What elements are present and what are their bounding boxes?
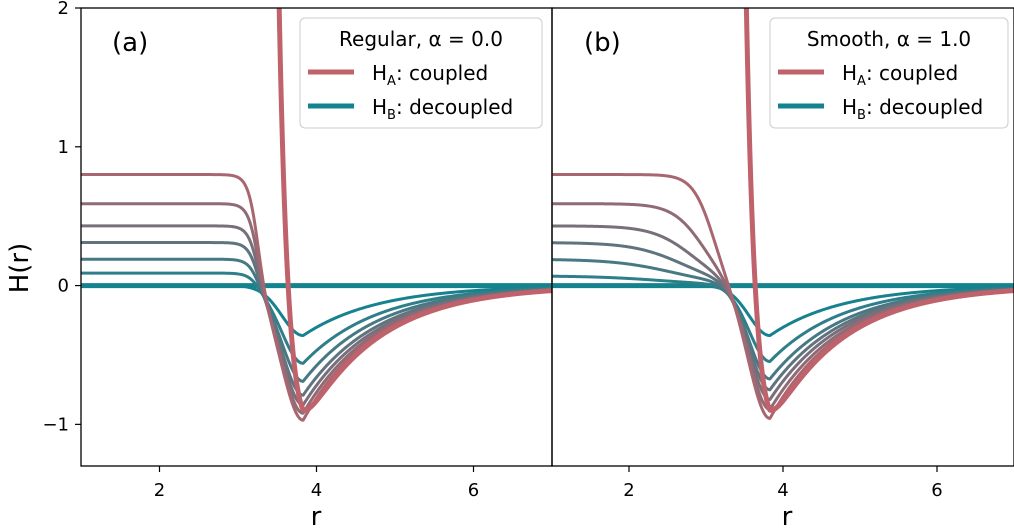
- panel-a: 2 4 6 −1 0 1 2 (a) r Regular, α = 0.0 HA: coup…: [42, 0, 553, 529]
- panel-a-series-line-6: [81, 257, 552, 383]
- panel-a-ytick-label: 2: [58, 0, 69, 19]
- panel-a-ytick-label: −1: [42, 414, 69, 435]
- y-axis-label: H(r): [5, 243, 35, 294]
- panel-a-xtick-label: 2: [154, 480, 165, 501]
- panel-b: 2 4 6 (b) r Smooth, α = 1.0 HA: coupled HB…: [551, 7, 1014, 529]
- panel-a-series-line-8: [81, 284, 552, 338]
- panel-a-series-line-5: [81, 241, 552, 397]
- panel-a-legend: Regular, α = 0.0 HA: coupled HB: decoupl…: [299, 17, 543, 129]
- panel-a-series-line-3: [81, 202, 552, 415]
- panel-b-ticks: 2 4 6: [623, 466, 943, 501]
- panel-b-xtick-label: 6: [931, 480, 942, 501]
- panel-a-ytick-label: 0: [58, 276, 69, 297]
- panel-b-lines: [552, 8, 1014, 420]
- panel-a-lines: [81, 8, 552, 422]
- panel-a-series-line-7: [81, 271, 552, 365]
- panel-b-series-line-1: [743, 8, 1014, 413]
- panel-b-series-line-7: [552, 274, 1014, 363]
- panel-a-ytick-label: 1: [58, 137, 69, 158]
- panel-b-xtick-label: 2: [623, 480, 634, 501]
- panel-a-xtick-label: 6: [468, 480, 479, 501]
- panel-b-legend-coupled: HA: coupled: [842, 61, 958, 89]
- panel-b-legend-box: [769, 17, 1009, 129]
- panel-b-xlabel: r: [782, 502, 793, 529]
- panel-b-legend-title: Smooth, α = 1.0: [807, 27, 971, 51]
- panel-a-xlabel: r: [311, 502, 322, 529]
- panel-b-legend-decoupled: HB: decoupled: [842, 95, 983, 123]
- panel-a-legend-title: Regular, α = 0.0: [339, 27, 503, 51]
- panel-a-label: (a): [112, 28, 148, 58]
- panel-b-series-line-8: [552, 284, 1014, 338]
- panel-b-series-line-3: [552, 202, 1014, 412]
- panel-b-label: (b): [584, 28, 621, 58]
- panel-b-legend: Smooth, α = 1.0 HA: coupled HB: decouple…: [769, 17, 1009, 129]
- panel-b-series-line-5: [552, 241, 1014, 392]
- panel-a-legend-decoupled: HB: decoupled: [372, 95, 513, 123]
- panel-a-series-line-1: [276, 8, 552, 413]
- panel-a-xtick-label: 4: [311, 480, 322, 501]
- panel-b-xtick-label: 4: [777, 480, 788, 501]
- panel-a-ticks: 2 4 6 −1 0 1 2: [42, 0, 479, 501]
- panel-a-legend-box: [299, 17, 543, 129]
- panel-a-legend-coupled: HA: coupled: [372, 61, 488, 89]
